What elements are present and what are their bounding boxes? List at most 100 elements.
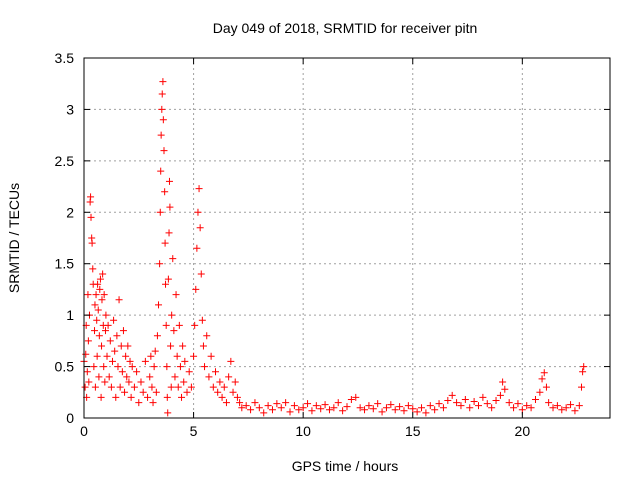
data-point	[439, 404, 447, 412]
data-point	[227, 357, 235, 365]
data-point	[580, 363, 588, 371]
data-point	[121, 388, 129, 396]
x-tick-label: 5	[190, 423, 198, 439]
data-point	[89, 265, 97, 273]
data-point	[173, 352, 181, 360]
data-point	[153, 332, 161, 340]
data-point	[192, 285, 200, 293]
data-point	[225, 373, 233, 381]
data-point	[325, 406, 333, 414]
data-point	[107, 383, 115, 391]
data-point	[155, 301, 163, 309]
data-point	[125, 378, 133, 386]
data-point	[330, 404, 338, 412]
data-point	[536, 388, 544, 396]
data-point	[216, 378, 224, 386]
data-point	[87, 213, 95, 221]
data-point	[180, 378, 188, 386]
data-point	[87, 193, 95, 201]
data-point	[91, 383, 99, 391]
x-tick-label: 10	[295, 423, 311, 439]
data-point	[214, 388, 222, 396]
data-point	[159, 78, 167, 86]
data-point	[150, 363, 158, 371]
data-point	[236, 399, 244, 407]
data-point	[212, 368, 219, 376]
data-point	[83, 368, 91, 376]
data-point	[166, 203, 174, 211]
data-point	[422, 409, 430, 417]
data-point	[369, 405, 377, 413]
data-point	[222, 399, 230, 407]
data-point	[187, 383, 195, 391]
data-point	[218, 393, 226, 401]
data-point	[84, 337, 92, 345]
data-point	[98, 296, 106, 304]
data-point	[119, 327, 127, 335]
x-tick-label: 0	[80, 423, 88, 439]
data-point	[141, 357, 149, 365]
data-point	[91, 327, 99, 335]
data-point	[273, 400, 281, 408]
data-point	[238, 404, 246, 412]
x-axis-label: GPS time / hours	[292, 458, 399, 474]
data-point	[501, 385, 509, 393]
data-point	[191, 321, 199, 329]
data-point	[470, 398, 478, 406]
data-point	[104, 321, 112, 329]
data-point	[103, 352, 111, 360]
data-point	[85, 378, 93, 386]
data-point	[575, 402, 583, 410]
data-point	[361, 406, 369, 414]
data-point	[418, 404, 426, 412]
data-point	[164, 275, 172, 283]
data-point	[466, 404, 474, 412]
data-point	[117, 342, 125, 350]
x-tick-label: 15	[405, 423, 421, 439]
data-point	[160, 147, 168, 155]
data-point	[374, 400, 382, 408]
y-tick-label: 3.5	[55, 50, 75, 66]
data-point	[94, 280, 102, 288]
data-point	[308, 407, 316, 415]
data-point	[169, 255, 177, 263]
data-point	[174, 383, 182, 391]
data-point	[290, 402, 298, 410]
data-point	[505, 399, 513, 407]
data-point	[130, 383, 138, 391]
data-point	[264, 402, 272, 410]
data-point	[352, 393, 360, 401]
data-point	[356, 404, 364, 412]
y-tick-label: 3	[66, 101, 74, 117]
data-point	[242, 402, 250, 410]
data-point	[97, 393, 105, 401]
data-point	[396, 403, 404, 411]
x-tick-label: 20	[515, 423, 531, 439]
data-point	[540, 369, 548, 377]
data-point	[538, 375, 546, 383]
data-point	[111, 347, 119, 355]
data-point	[93, 316, 101, 324]
data-point	[118, 368, 126, 376]
data-point	[567, 401, 575, 409]
data-point	[321, 401, 329, 409]
data-point	[157, 167, 165, 175]
data-point	[426, 402, 434, 410]
data-point	[209, 383, 217, 391]
data-point	[207, 352, 215, 360]
data-point	[268, 406, 276, 414]
data-point	[147, 352, 155, 360]
data-point	[167, 383, 175, 391]
data-point	[229, 388, 237, 396]
data-point	[483, 400, 491, 408]
data-point	[542, 383, 550, 391]
data-point	[299, 404, 307, 412]
data-point	[201, 363, 209, 371]
data-point	[185, 368, 193, 376]
data-point	[378, 408, 386, 416]
data-point	[115, 296, 123, 304]
y-tick-label: 0.5	[55, 359, 75, 375]
data-point	[247, 406, 255, 414]
data-point	[127, 393, 135, 401]
data-point	[158, 105, 166, 113]
